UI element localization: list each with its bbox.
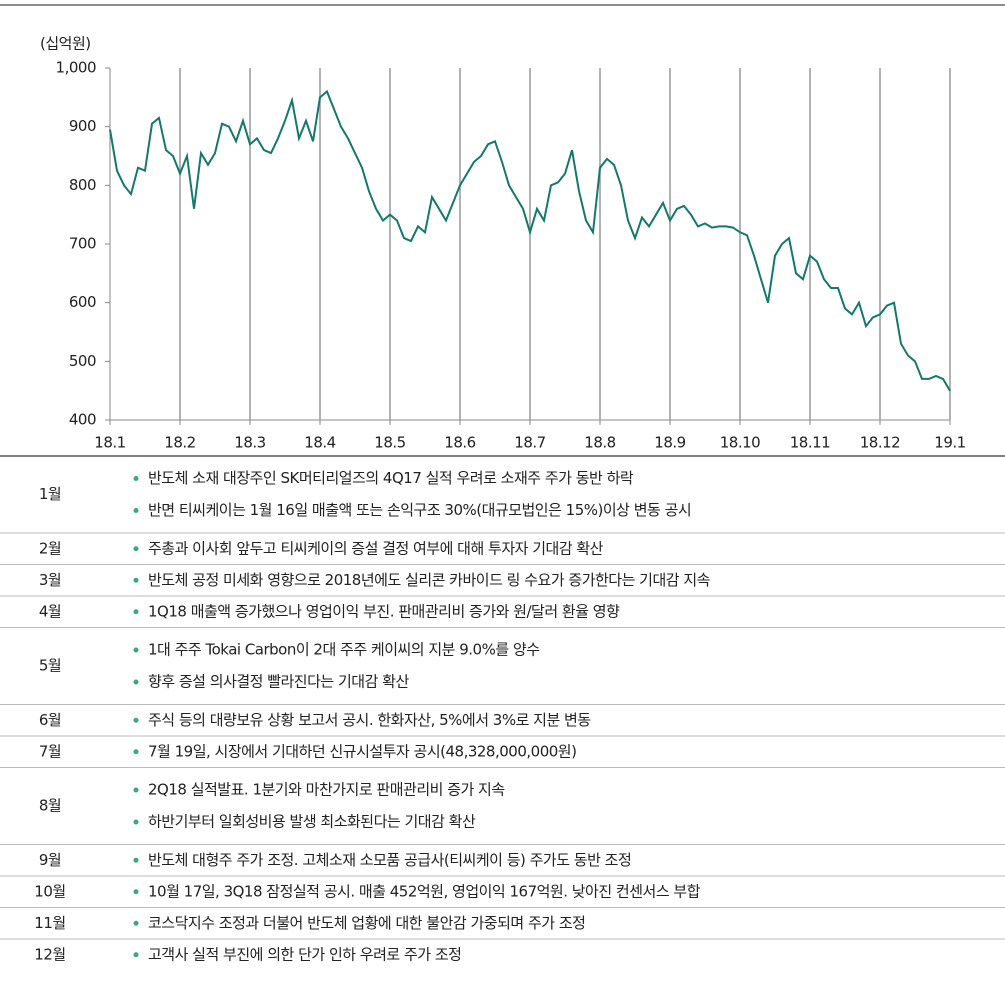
x-tick-label: 18.9 [654, 434, 685, 452]
x-tick-label: 18.4 [304, 434, 335, 452]
y-tick-label: 900 [69, 117, 96, 135]
note-text: 반면 티씨케이는 1월 16일 매출액 또는 손익구조 30%(대규모법인은 1… [148, 501, 691, 519]
note-text: 주총과 이사회 앞두고 티씨케이의 증설 결정 여부에 대해 투자자 기대감 확… [148, 539, 604, 557]
x-tick-label: 18.7 [514, 434, 545, 452]
x-tick-label: 18.6 [444, 434, 475, 452]
month-label: 8월 [39, 797, 61, 815]
bullet [133, 819, 139, 825]
note-text: 2Q18 실적발표. 1분기와 마찬가지로 판매관리비 증가 지속 [148, 781, 505, 799]
note-text: 1Q18 매출액 증가했으나 영업이익 부진. 판매관리비 증가와 원/달러 환… [148, 602, 620, 620]
note-text: 1대 주주 Tokai Carbon이 2대 주주 케이씨의 지분 9.0%를 … [148, 641, 540, 659]
x-tick-label: 18.3 [234, 434, 265, 452]
x-tick-label: 18.1 [94, 434, 125, 452]
bullet [133, 749, 139, 755]
month-label: 12월 [34, 945, 65, 963]
note-text: 7월 19일, 시장에서 기대하던 신규시설투자 공시(48,328,000,0… [148, 742, 576, 760]
bullet [133, 609, 139, 615]
note-text: 주식 등의 대량보유 상황 보고서 공시. 한화자산, 5%에서 3%로 지분 … [148, 711, 591, 729]
y-tick-label: 400 [69, 411, 96, 429]
month-label: 6월 [39, 711, 61, 729]
bullet [133, 920, 139, 926]
x-tick-label: 18.11 [790, 434, 830, 452]
y-tick-label: 700 [69, 235, 96, 253]
month-label: 5월 [39, 657, 61, 675]
bullet [133, 476, 139, 481]
note-text: 코스닥지수 조정과 더불어 반도체 업황에 대한 불안감 가중되며 주가 조정 [148, 914, 585, 932]
y-tick-label: 1,000 [56, 59, 96, 77]
month-label: 2월 [39, 539, 61, 557]
month-label: 9월 [39, 851, 61, 869]
note-text: 하반기부터 일회성비용 발생 최소화된다는 기대감 확산 [148, 813, 476, 831]
note-text: 반도체 대형주 주가 조정. 고체소재 소모품 공급사(티씨케이 등) 주가도 … [148, 851, 631, 869]
month-label: 4월 [39, 602, 61, 620]
note-text: 반도체 소재 대장주인 SK머티리얼즈의 4Q17 실적 우려로 소재주 주가 … [148, 469, 634, 487]
bullet [133, 679, 139, 685]
bullet [133, 717, 139, 723]
bullet [133, 508, 139, 513]
bullet [133, 647, 139, 653]
month-label: 11월 [34, 914, 65, 932]
x-tick-label: 18.5 [374, 434, 405, 452]
note-text: 10월 17일, 3Q18 잠정실적 공시. 매출 452억원, 영업이익 16… [148, 882, 701, 900]
bullet [133, 577, 139, 583]
note-text: 고객사 실적 부진에 의한 단가 인하 우려로 주가 조정 [148, 945, 461, 963]
month-label: 10월 [34, 882, 65, 900]
x-tick-label: 19.1 [934, 434, 965, 452]
month-label: 7월 [39, 742, 61, 760]
x-tick-label: 18.2 [164, 434, 195, 452]
unit-label: (십억원) [40, 35, 91, 53]
month-label: 3월 [39, 571, 61, 589]
y-tick-label: 500 [69, 352, 96, 370]
bullet [133, 889, 139, 895]
price-line [109, 89, 951, 392]
bullet [133, 546, 139, 552]
x-tick-label: 18.12 [860, 434, 900, 452]
month-label: 1월 [39, 485, 61, 503]
bullet [133, 857, 139, 863]
x-tick-label: 18.10 [720, 434, 760, 452]
y-tick-label: 800 [69, 176, 96, 194]
note-text: 향후 증설 의사결정 빨라진다는 기대감 확산 [148, 673, 409, 691]
bullet [133, 952, 139, 958]
bullet [133, 787, 139, 793]
y-tick-label: 600 [69, 293, 96, 311]
note-text: 반도체 공정 미세화 영향으로 2018년에도 실리콘 카바이드 링 수요가 증… [148, 571, 711, 589]
x-tick-label: 18.8 [584, 434, 615, 452]
